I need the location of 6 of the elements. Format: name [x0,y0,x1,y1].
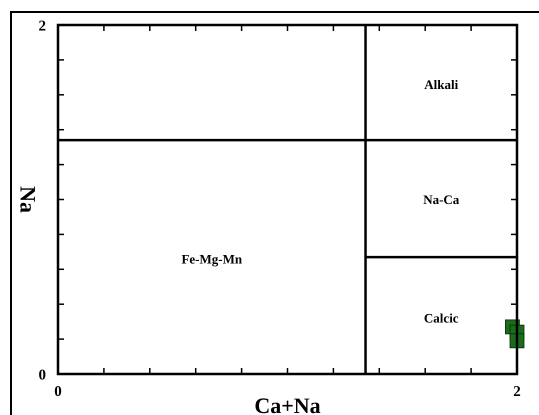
annotation: Calcic [424,310,459,326]
annotation: Alkali [424,76,459,92]
x-axis-title: Ca+Na [254,393,321,415]
annotation: Na-Ca [423,192,460,208]
annotation: Fe-Mg-Mn [181,251,243,266]
y-axis-title: Na [15,186,40,213]
